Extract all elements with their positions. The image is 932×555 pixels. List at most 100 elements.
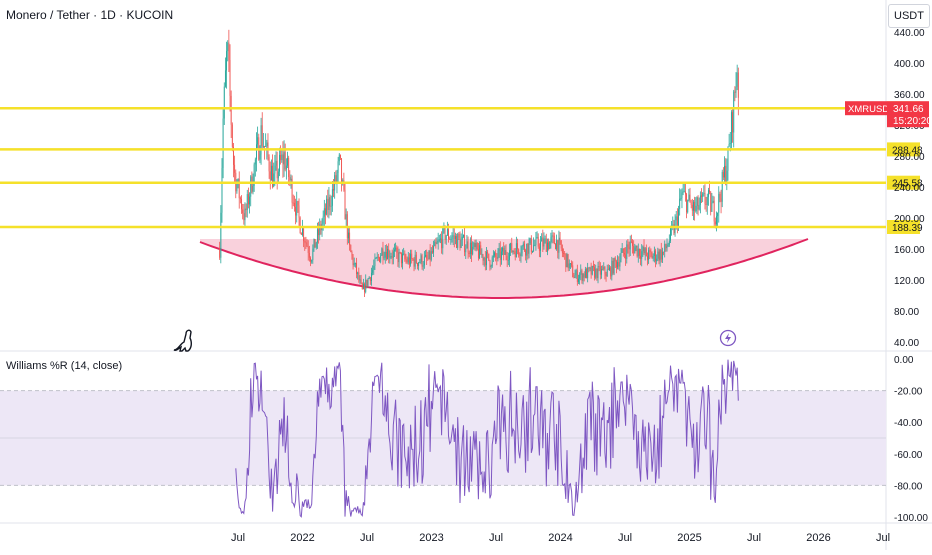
candle-body xyxy=(590,267,592,275)
candle-body xyxy=(311,260,313,262)
candle-body xyxy=(382,248,384,258)
price-tick-label: 80.00 xyxy=(894,307,919,318)
time-tick-label: 2024 xyxy=(548,532,572,544)
currency-unit-button[interactable]: USDT xyxy=(888,4,930,28)
candle-body xyxy=(310,257,311,262)
candle-body xyxy=(285,165,287,170)
candle-body xyxy=(227,42,229,52)
candle-body xyxy=(394,249,395,252)
candle-body xyxy=(494,252,495,256)
candle-body xyxy=(673,224,675,234)
candle-body xyxy=(614,258,616,262)
candle-body xyxy=(626,244,628,259)
candle-body xyxy=(618,262,620,267)
williams-r-line xyxy=(235,359,739,518)
candle-body xyxy=(250,176,252,197)
candle-body xyxy=(308,253,310,258)
candle-body xyxy=(341,158,343,184)
candle-body xyxy=(457,233,459,248)
candle-body xyxy=(575,270,577,276)
candle-body xyxy=(298,205,300,218)
candle-body xyxy=(559,237,561,241)
candle-body xyxy=(611,260,613,277)
candle-body xyxy=(527,243,529,254)
candle-body xyxy=(518,249,520,255)
chart-title: Monero / Tether · 1D · KUCOIN xyxy=(6,8,174,22)
candle-body xyxy=(724,165,725,178)
candle-body xyxy=(495,252,497,258)
candle-body xyxy=(681,192,683,198)
candle-body xyxy=(560,240,562,249)
candle-body xyxy=(521,246,523,254)
candle-body xyxy=(350,245,352,252)
candle-body xyxy=(517,243,518,250)
time-tick-label: Jul xyxy=(747,532,761,544)
candle-body xyxy=(323,208,325,217)
candle-body xyxy=(555,243,556,250)
candle-body xyxy=(274,165,276,174)
candle-body xyxy=(645,248,647,257)
candle-body xyxy=(689,194,691,203)
candle-body xyxy=(359,279,361,281)
candle-body xyxy=(550,237,552,242)
candle-body xyxy=(466,241,468,249)
candle-body xyxy=(526,243,528,256)
candle-body xyxy=(595,268,597,278)
candle-body xyxy=(418,262,420,267)
candle-body xyxy=(512,250,514,253)
level-price-label: 288.48 xyxy=(892,145,923,156)
candle-body xyxy=(607,269,609,271)
candle-body xyxy=(714,221,716,225)
candle-body xyxy=(410,253,412,265)
candle-body xyxy=(736,72,738,87)
candle-body xyxy=(629,241,631,250)
last-price-badge xyxy=(887,101,929,128)
candle-body xyxy=(726,170,728,183)
candle-body xyxy=(513,250,515,252)
candle-body xyxy=(469,242,471,254)
candle-body xyxy=(540,241,541,251)
candle-body xyxy=(390,256,392,257)
candle-body xyxy=(597,266,599,279)
candle-body xyxy=(257,137,259,145)
candle-body xyxy=(241,198,242,210)
candle-body xyxy=(541,237,543,242)
candle-body xyxy=(440,238,441,240)
candle-body xyxy=(428,250,430,259)
candle-body xyxy=(433,246,435,253)
candle-body xyxy=(696,197,698,206)
candle-body xyxy=(491,257,493,267)
candle-body xyxy=(647,256,648,260)
candle-body xyxy=(683,191,685,193)
candle-body xyxy=(456,236,458,248)
candle-body xyxy=(360,279,362,283)
candle-body xyxy=(733,91,735,133)
candle-body xyxy=(335,175,337,182)
candle-body xyxy=(519,254,521,256)
candle-body xyxy=(587,267,589,279)
candle-body xyxy=(322,216,324,224)
candle-body xyxy=(458,233,460,238)
candle-body xyxy=(356,263,357,274)
candle-body xyxy=(315,242,317,248)
candle-body xyxy=(319,224,321,236)
candle-body xyxy=(617,262,619,268)
candle-body xyxy=(220,212,222,258)
candle-body xyxy=(644,248,646,254)
candle-body xyxy=(534,244,536,246)
candle-body xyxy=(304,241,306,243)
candle-body xyxy=(583,273,585,278)
candle-body xyxy=(367,278,369,286)
candle-body xyxy=(561,248,563,254)
candle-body xyxy=(564,253,566,255)
candle-body xyxy=(330,205,332,207)
candle-body xyxy=(442,228,444,249)
candle-body xyxy=(486,251,487,266)
candle-body xyxy=(272,165,274,187)
candle-body xyxy=(300,233,302,235)
candle-body xyxy=(269,171,271,181)
time-tick-label: 2025 xyxy=(677,532,701,544)
